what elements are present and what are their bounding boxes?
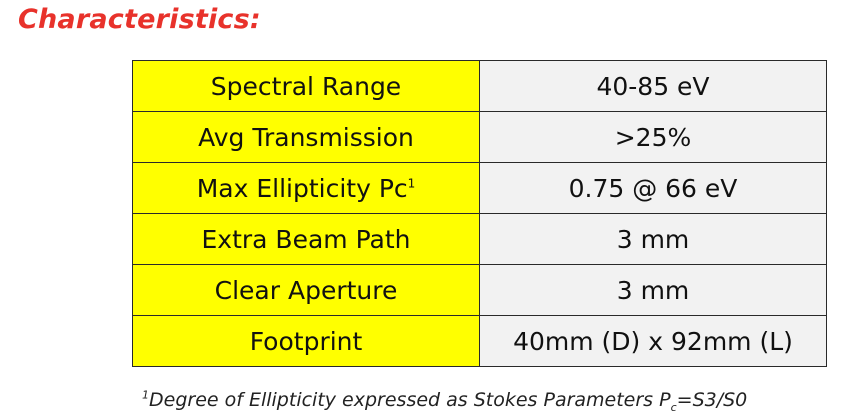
footnote-tail: =S3/S0 xyxy=(676,389,748,411)
row-label-avg-transmission: Avg Transmission xyxy=(132,111,480,163)
characteristics-table: Spectral Range 40-85 eV Avg Transmission… xyxy=(132,60,827,367)
row-value-footprint: 40mm (D) x 92mm (L) xyxy=(479,315,827,367)
table-row: Spectral Range 40-85 eV xyxy=(132,60,827,112)
row-value-clear-aperture: 3 mm xyxy=(479,264,827,316)
table-row: Max Ellipticity Pc1 0.75 @ 66 eV xyxy=(132,162,827,214)
section-heading: Characteristics: xyxy=(18,4,261,35)
row-value-max-ellipticity: 0.75 @ 66 eV xyxy=(479,162,827,214)
row-value-extra-beam-path: 3 mm xyxy=(479,213,827,265)
row-label-max-ellipticity: Max Ellipticity Pc1 xyxy=(132,162,480,214)
footnote-text: Degree of Ellipticity expressed as Stoke… xyxy=(149,389,671,411)
row-label-clear-aperture: Clear Aperture xyxy=(132,264,480,316)
row-label-extra-beam-path: Extra Beam Path xyxy=(132,213,480,265)
row-label-spectral-range: Spectral Range xyxy=(132,60,480,112)
footnote-marker: 1 xyxy=(407,176,416,191)
footnote-subscript: c xyxy=(670,400,677,414)
footnote: 1Degree of Ellipticity expressed as Stok… xyxy=(142,388,748,414)
row-value-spectral-range: 40-85 eV xyxy=(479,60,827,112)
table-row: Clear Aperture 3 mm xyxy=(132,264,827,316)
table-row: Avg Transmission >25% xyxy=(132,111,827,163)
row-label-footprint: Footprint xyxy=(132,315,480,367)
row-value-avg-transmission: >25% xyxy=(479,111,827,163)
table-row: Footprint 40mm (D) x 92mm (L) xyxy=(132,315,827,367)
footnote-marker: 1 xyxy=(142,388,149,402)
table-row: Extra Beam Path 3 mm xyxy=(132,213,827,265)
